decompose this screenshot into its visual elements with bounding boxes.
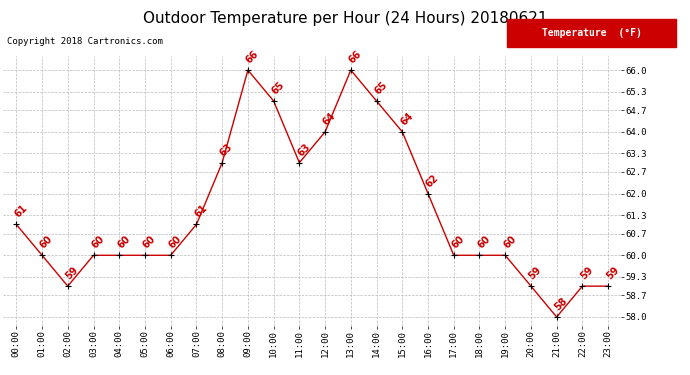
Text: 64: 64 xyxy=(321,111,337,127)
Text: 64: 64 xyxy=(398,111,415,127)
Text: Outdoor Temperature per Hour (24 Hours) 20180621: Outdoor Temperature per Hour (24 Hours) … xyxy=(143,11,547,26)
Text: Temperature  (°F): Temperature (°F) xyxy=(542,28,642,38)
Text: 63: 63 xyxy=(218,141,235,158)
Text: 60: 60 xyxy=(115,234,132,250)
Text: 60: 60 xyxy=(38,234,55,250)
Text: 58: 58 xyxy=(553,296,569,312)
Text: 60: 60 xyxy=(501,234,518,250)
Text: 60: 60 xyxy=(450,234,466,250)
Text: 60: 60 xyxy=(141,234,157,250)
Text: 61: 61 xyxy=(12,203,29,220)
Text: 59: 59 xyxy=(527,265,544,282)
Text: 66: 66 xyxy=(244,49,261,66)
Text: 59: 59 xyxy=(604,265,621,282)
Text: 59: 59 xyxy=(578,265,595,282)
Text: 63: 63 xyxy=(295,141,312,158)
Text: 59: 59 xyxy=(63,265,81,282)
Text: 62: 62 xyxy=(424,172,441,189)
Text: 60: 60 xyxy=(167,234,184,250)
Text: 60: 60 xyxy=(90,234,106,250)
Text: 65: 65 xyxy=(373,80,389,96)
Text: Copyright 2018 Cartronics.com: Copyright 2018 Cartronics.com xyxy=(7,38,163,46)
Text: 66: 66 xyxy=(347,49,364,66)
Text: 65: 65 xyxy=(270,80,286,96)
Text: 61: 61 xyxy=(193,203,209,220)
Text: 60: 60 xyxy=(475,234,492,250)
